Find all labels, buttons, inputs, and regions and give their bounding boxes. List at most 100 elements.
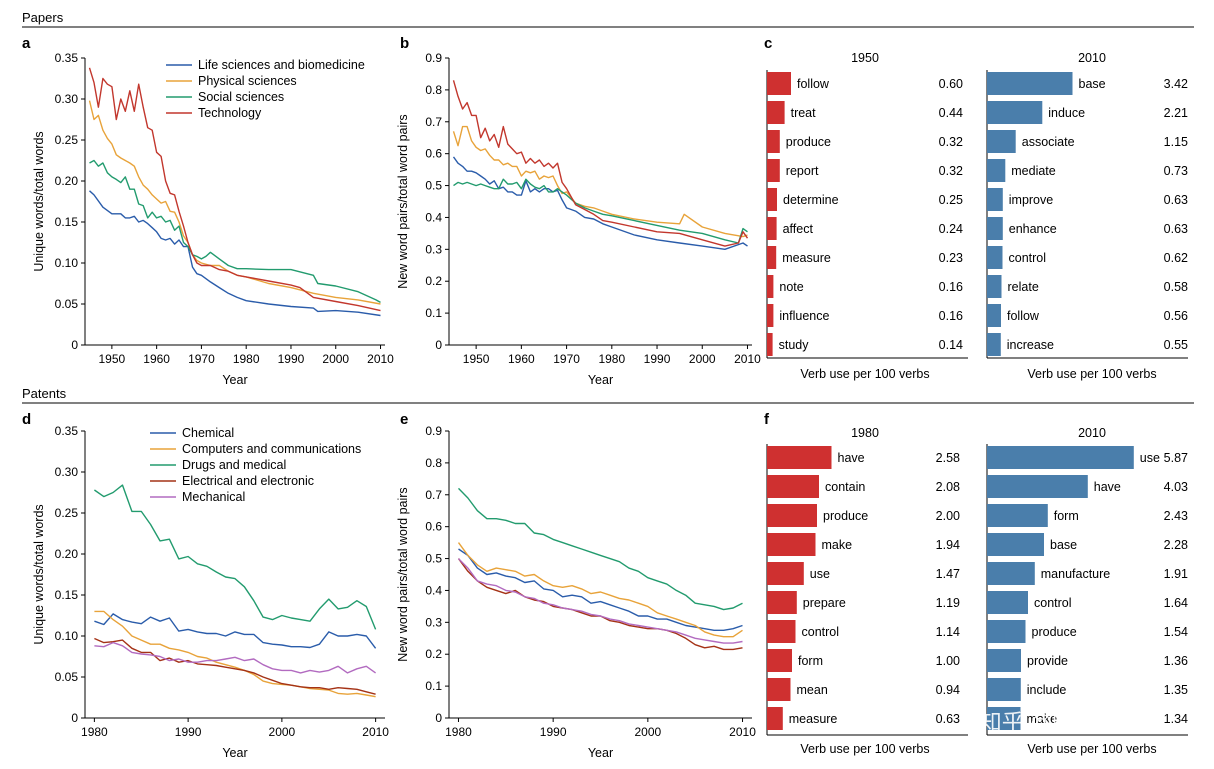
y-axis-label: Unique words/total words — [32, 504, 46, 644]
series-line-physical-sciences — [452, 125, 748, 238]
x-tick-label: 1950 — [463, 352, 490, 366]
y-tick-label: 0.20 — [55, 547, 79, 561]
y-tick-label: 0.30 — [55, 92, 79, 106]
bar-category-label: make — [1027, 712, 1058, 726]
x-axis-label: Verb use per 100 verbs — [1027, 742, 1156, 756]
panel-d-line-chart: d 0 0.05 0.10 0.15 0.20 0.25 0.30 0.35 1980 1990 20… — [22, 411, 389, 760]
bar-category-label: manufacture — [1041, 567, 1111, 581]
bar-improve — [987, 188, 1003, 211]
bar-use — [987, 446, 1134, 469]
bar-category-label: relate — [1008, 280, 1039, 294]
x-tick-label: 2000 — [322, 352, 349, 366]
x-tick-label: 2010 — [729, 725, 756, 739]
y-tick-label: 0.8 — [425, 456, 442, 470]
bar-produce — [987, 620, 1026, 643]
panel-letter: f — [764, 411, 770, 428]
bar-note — [767, 275, 774, 298]
bar-report — [767, 159, 780, 182]
bar-value-label: 0.63 — [1164, 222, 1188, 236]
bar-value-label: 1.54 — [1164, 625, 1188, 639]
y-tick-label: 0.2 — [425, 647, 442, 661]
section-title-patents: Patents — [22, 386, 67, 401]
bar-determine — [767, 188, 777, 211]
x-axis-label: Verb use per 100 verbs — [800, 742, 929, 756]
bar-induce — [987, 101, 1043, 124]
y-tick-label: 0 — [435, 338, 442, 352]
y-tick-label: 0.10 — [55, 256, 79, 270]
bar-value-label: 0.62 — [1164, 251, 1188, 265]
bar-category-label: base — [1050, 538, 1077, 552]
x-tick-label: 1980 — [598, 352, 625, 366]
bar-category-label: associate — [1022, 135, 1075, 149]
legend-label: Social sciences — [198, 90, 284, 104]
bar-category-label: study — [779, 338, 810, 352]
bar-value-label: 1.14 — [936, 625, 960, 639]
y-tick-label: 0.3 — [425, 615, 442, 629]
legend-label: Technology — [198, 106, 262, 120]
legend-label: Drugs and medical — [182, 458, 286, 472]
series-line-computers-and-communications — [94, 610, 376, 698]
x-tick-label: 1960 — [508, 352, 535, 366]
bar-provide — [987, 649, 1021, 672]
y-tick-label: 0.25 — [55, 133, 79, 147]
bar-contain — [767, 475, 819, 498]
bar-value-label: 0.63 — [936, 712, 960, 726]
panel-e-line-chart: e 0 0.1 0.2 0.3 0.4 0.5 0.6 0.7 0.8 0.9 1980 1990 200… — [396, 411, 756, 760]
bar-category-label: affect — [783, 222, 814, 236]
bar-value-label: 2.58 — [936, 451, 960, 465]
bar-value-label: 1.00 — [936, 654, 960, 668]
y-tick-label: 0 — [71, 711, 78, 725]
y-tick-label: 0.05 — [55, 670, 79, 684]
bar-value-label: 2.00 — [936, 509, 960, 523]
bar-category-label: measure — [782, 251, 831, 265]
bar-value-label: 0.23 — [939, 251, 963, 265]
bar-measure — [767, 246, 777, 269]
y-axis-label: New word pairs/total word pairs — [396, 487, 410, 661]
x-tick-label: 1980 — [445, 725, 472, 739]
legend-label: Chemical — [182, 426, 234, 440]
bar-mediate — [987, 159, 1006, 182]
bar-manufacture — [987, 562, 1035, 585]
x-tick-label: 2000 — [634, 725, 661, 739]
bar-category-label: include — [1027, 683, 1067, 697]
y-tick-label: 0.5 — [425, 552, 442, 566]
bar-category-label: form — [798, 654, 823, 668]
bar-category-label: enhance — [1009, 222, 1057, 236]
bar-value-label: 1.91 — [1164, 567, 1188, 581]
bar-value-label: 0.16 — [939, 309, 963, 323]
x-axis-label: Year — [222, 746, 247, 760]
bar-value-label: 0.16 — [939, 280, 963, 294]
y-tick-label: 0.15 — [55, 215, 79, 229]
legend-label: Life sciences and biomedicine — [198, 58, 365, 72]
bar-value-label: 1.94 — [936, 538, 960, 552]
bar-category-label: measure — [789, 712, 838, 726]
x-axis-label: Year — [588, 746, 613, 760]
y-tick-label: 0 — [435, 711, 442, 725]
series-line-technology — [88, 67, 381, 312]
bar-category-label: follow — [1007, 309, 1040, 323]
bar-value-label: 2.28 — [1164, 538, 1188, 552]
x-tick-label: 1980 — [81, 725, 108, 739]
series-line-electrical-and-electronic — [94, 637, 376, 695]
legend-label: Computers and communications — [182, 442, 361, 456]
x-tick-label: 1960 — [143, 352, 170, 366]
bar-value-label: 0.14 — [939, 338, 963, 352]
y-tick-label: 0.8 — [425, 83, 442, 97]
bar-value-label: 1.36 — [1164, 654, 1188, 668]
series-line-mechanical — [94, 641, 377, 674]
bar-category-label: control — [802, 625, 840, 639]
bar-category-label: base — [1079, 77, 1106, 91]
x-tick-label: 1980 — [233, 352, 260, 366]
series-line-social-sciences — [453, 178, 748, 244]
panel-letter: d — [22, 411, 31, 428]
bar-category-label: influence — [779, 309, 829, 323]
panel-f-bar-chart: f 1980 have 2.58 contain 2.08 produce 2.00 make 1… — [764, 411, 1188, 756]
bar-make — [767, 533, 816, 556]
bar-category-label: contain — [825, 480, 865, 494]
bar-value-label: 1.47 — [936, 567, 960, 581]
y-axis-label: Unique words/total words — [32, 131, 46, 271]
y-tick-label: 0.30 — [55, 465, 79, 479]
x-tick-label: 2000 — [269, 725, 296, 739]
bar-value-label: 0.25 — [939, 193, 963, 207]
bar-category-label: use — [810, 567, 830, 581]
